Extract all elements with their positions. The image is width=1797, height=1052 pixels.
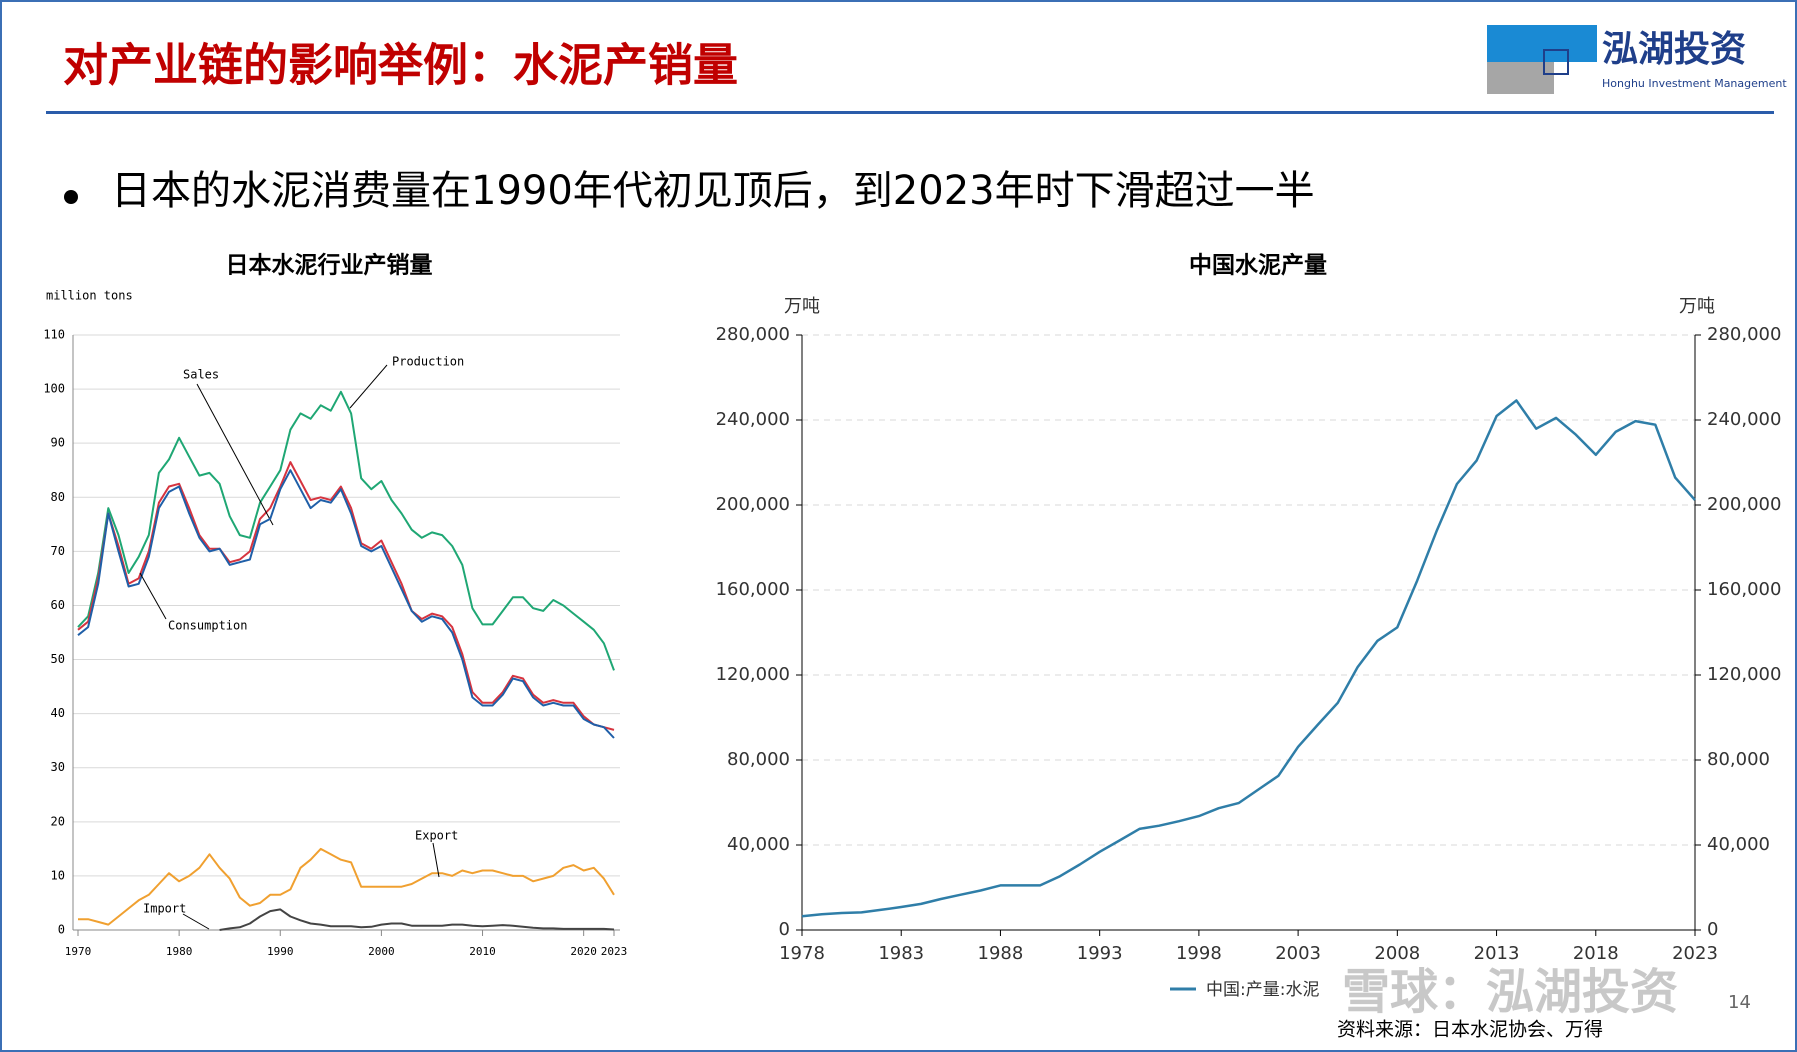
y2-tick-label: 200,000: [1707, 494, 1781, 515]
bullet-text: 日本的水泥消费量在1990年代初见顶后，到2023年时下滑超过一半: [111, 168, 1315, 214]
y2-tick-label: 40,000: [1707, 834, 1770, 855]
series-line: [78, 847, 615, 926]
x-tick-label: 1988: [978, 943, 1024, 964]
series-annotation: Production: [392, 355, 464, 369]
x-tick-label: 2003: [1275, 943, 1321, 964]
y-tick-label: 20: [51, 814, 65, 828]
y-tick-label: 60: [51, 598, 65, 612]
x-tick-label: 1970: [65, 945, 92, 958]
slide-title: 对产业链的影响举例：水泥产销量: [63, 39, 738, 92]
x-tick-label: 1978: [779, 943, 825, 964]
annotation-leader: [196, 383, 274, 526]
y-axis-label: million tons: [46, 289, 133, 303]
y-tick-label: 120,000: [716, 664, 790, 685]
y-tick-label: 200,000: [716, 494, 790, 515]
watermark: 雪球：泓湖投资: [1342, 964, 1678, 1020]
y-tick-label: 40: [51, 706, 65, 720]
chart-title: 日本水泥行业产销量: [226, 252, 433, 279]
logo-square: [1543, 49, 1569, 75]
y-tick-label: 50: [51, 652, 65, 666]
x-tick-label: 1993: [1077, 943, 1123, 964]
y2-tick-label: 280,000: [1707, 324, 1781, 345]
series-line: [77, 390, 615, 671]
x-tick-label: 1990: [267, 945, 294, 958]
y-tick-label: 10: [51, 868, 65, 882]
y2-tick-label: 80,000: [1707, 749, 1770, 770]
y2-tick-label: 120,000: [1707, 664, 1781, 685]
y-tick-label: 0: [58, 923, 65, 937]
logo-subtitle: Honghu Investment Management: [1602, 77, 1787, 90]
annotation-leader: [182, 913, 210, 930]
x-tick-label: 2013: [1474, 943, 1520, 964]
x-tick-label: 2000: [368, 945, 395, 958]
series-line: [219, 908, 615, 931]
x-tick-label: 2018: [1573, 943, 1619, 964]
legend-label: 中国:产量:水泥: [1206, 980, 1319, 1000]
x-tick-label: 1998: [1176, 943, 1222, 964]
x-tick-label: 1983: [878, 943, 924, 964]
y-tick-label: 240,000: [716, 409, 790, 430]
series-line: [801, 399, 1696, 918]
y2-tick-label: 240,000: [1707, 409, 1781, 430]
y-tick-label: 80,000: [727, 749, 790, 770]
y-tick-label: 30: [51, 760, 65, 774]
x-tick-label: 2023: [1672, 943, 1718, 964]
bullet-dot: [64, 190, 78, 204]
y2-axis-label: 万吨: [1679, 296, 1715, 317]
y2-tick-label: 0: [1707, 919, 1718, 940]
y-axis-label: 万吨: [784, 296, 820, 317]
series-annotation: Sales: [183, 368, 219, 382]
y2-tick-label: 160,000: [1707, 579, 1781, 600]
chart-title: 中国水泥产量: [1189, 252, 1327, 279]
series-line: [77, 469, 615, 739]
x-tick-label: 2008: [1374, 943, 1420, 964]
annotation-leader: [432, 842, 440, 878]
x-tick-label: 1980: [166, 945, 193, 958]
y-tick-label: 70: [51, 544, 65, 558]
series-line: [77, 461, 615, 731]
title-rule: [46, 111, 1774, 114]
y-tick-label: 40,000: [727, 834, 790, 855]
y-tick-label: 100: [43, 382, 65, 396]
y-tick-label: 90: [51, 436, 65, 450]
y-tick-label: 280,000: [716, 324, 790, 345]
y-tick-label: 0: [779, 919, 790, 940]
y-tick-label: 110: [43, 328, 65, 342]
x-tick-label: 2020: [570, 945, 597, 958]
x-tick-label: 2023: [601, 945, 628, 958]
logo-name: 泓湖投资: [1602, 29, 1746, 70]
annotation-leader: [349, 364, 388, 409]
logo-block-blue: [1487, 25, 1597, 62]
logo-block-grey: [1487, 62, 1554, 94]
source-note: 资料来源：日本水泥协会、万得: [1337, 1019, 1603, 1041]
page-number: 14: [1728, 992, 1751, 1013]
x-tick-label: 2010: [469, 945, 496, 958]
annotation-leader: [139, 572, 167, 620]
series-annotation: Export: [415, 829, 458, 843]
series-annotation: Consumption: [168, 619, 247, 633]
y-tick-label: 160,000: [716, 579, 790, 600]
series-annotation: Import: [143, 902, 186, 916]
y-tick-label: 80: [51, 490, 65, 504]
